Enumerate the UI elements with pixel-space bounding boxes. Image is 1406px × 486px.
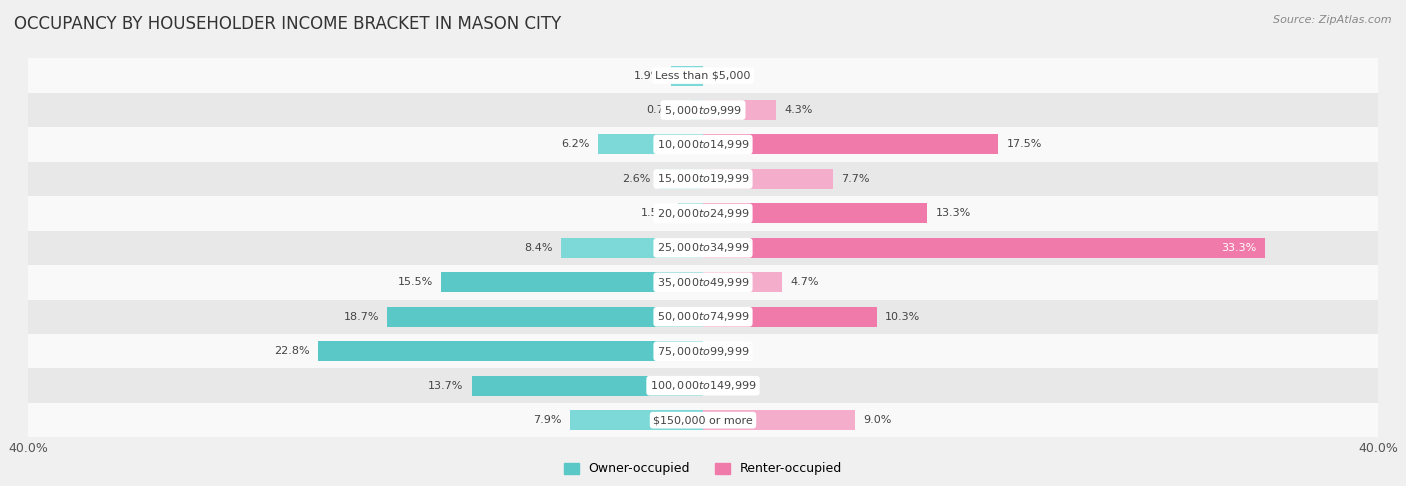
Bar [28,58,1378,93]
Bar [703,272,782,292]
Text: Less than $5,000: Less than $5,000 [655,70,751,81]
Bar [561,238,703,258]
Bar [28,299,1378,334]
Text: 13.7%: 13.7% [427,381,464,391]
Bar [318,341,703,361]
Text: $20,000 to $24,999: $20,000 to $24,999 [657,207,749,220]
Bar [28,162,1378,196]
Bar [28,334,1378,368]
Bar [703,238,1265,258]
Bar [28,93,1378,127]
Bar [28,368,1378,403]
Text: $75,000 to $99,999: $75,000 to $99,999 [657,345,749,358]
Bar [28,403,1378,437]
Text: 18.7%: 18.7% [343,312,380,322]
Text: 0.0%: 0.0% [711,70,740,81]
Bar [28,127,1378,162]
Text: $25,000 to $34,999: $25,000 to $34,999 [657,242,749,254]
Text: $5,000 to $9,999: $5,000 to $9,999 [664,104,742,117]
Text: 1.9%: 1.9% [634,70,662,81]
Bar [703,135,998,155]
Bar [659,169,703,189]
Bar [569,410,703,430]
Bar [703,204,928,224]
Text: 7.9%: 7.9% [533,415,561,425]
Bar [671,66,703,86]
Text: $150,000 or more: $150,000 or more [654,415,752,425]
Text: 2.6%: 2.6% [623,174,651,184]
Text: $15,000 to $19,999: $15,000 to $19,999 [657,173,749,186]
Text: 7.7%: 7.7% [841,174,870,184]
Text: 13.3%: 13.3% [936,208,972,218]
Text: 10.3%: 10.3% [886,312,921,322]
Legend: Owner-occupied, Renter-occupied: Owner-occupied, Renter-occupied [558,457,848,481]
Bar [28,231,1378,265]
Bar [703,410,855,430]
Bar [388,307,703,327]
Text: $35,000 to $49,999: $35,000 to $49,999 [657,276,749,289]
Text: 4.3%: 4.3% [785,105,813,115]
Bar [690,100,703,120]
Text: OCCUPANCY BY HOUSEHOLDER INCOME BRACKET IN MASON CITY: OCCUPANCY BY HOUSEHOLDER INCOME BRACKET … [14,15,561,33]
Text: $50,000 to $74,999: $50,000 to $74,999 [657,310,749,323]
Text: $100,000 to $149,999: $100,000 to $149,999 [650,379,756,392]
Text: $10,000 to $14,999: $10,000 to $14,999 [657,138,749,151]
Text: 4.7%: 4.7% [790,278,820,287]
Text: 8.4%: 8.4% [524,243,553,253]
Bar [441,272,703,292]
Text: 22.8%: 22.8% [274,346,309,356]
Text: 1.5%: 1.5% [641,208,669,218]
Bar [599,135,703,155]
Bar [703,307,877,327]
Bar [703,100,776,120]
Bar [678,204,703,224]
Text: 9.0%: 9.0% [863,415,891,425]
Text: 17.5%: 17.5% [1007,139,1042,150]
Bar [703,169,832,189]
Bar [28,265,1378,299]
Text: 0.75%: 0.75% [647,105,682,115]
Text: Source: ZipAtlas.com: Source: ZipAtlas.com [1274,15,1392,25]
Text: 6.2%: 6.2% [561,139,591,150]
Bar [28,196,1378,231]
Bar [472,376,703,396]
Text: 0.0%: 0.0% [711,381,740,391]
Text: 0.0%: 0.0% [711,346,740,356]
Text: 33.3%: 33.3% [1222,243,1257,253]
Text: 15.5%: 15.5% [398,278,433,287]
